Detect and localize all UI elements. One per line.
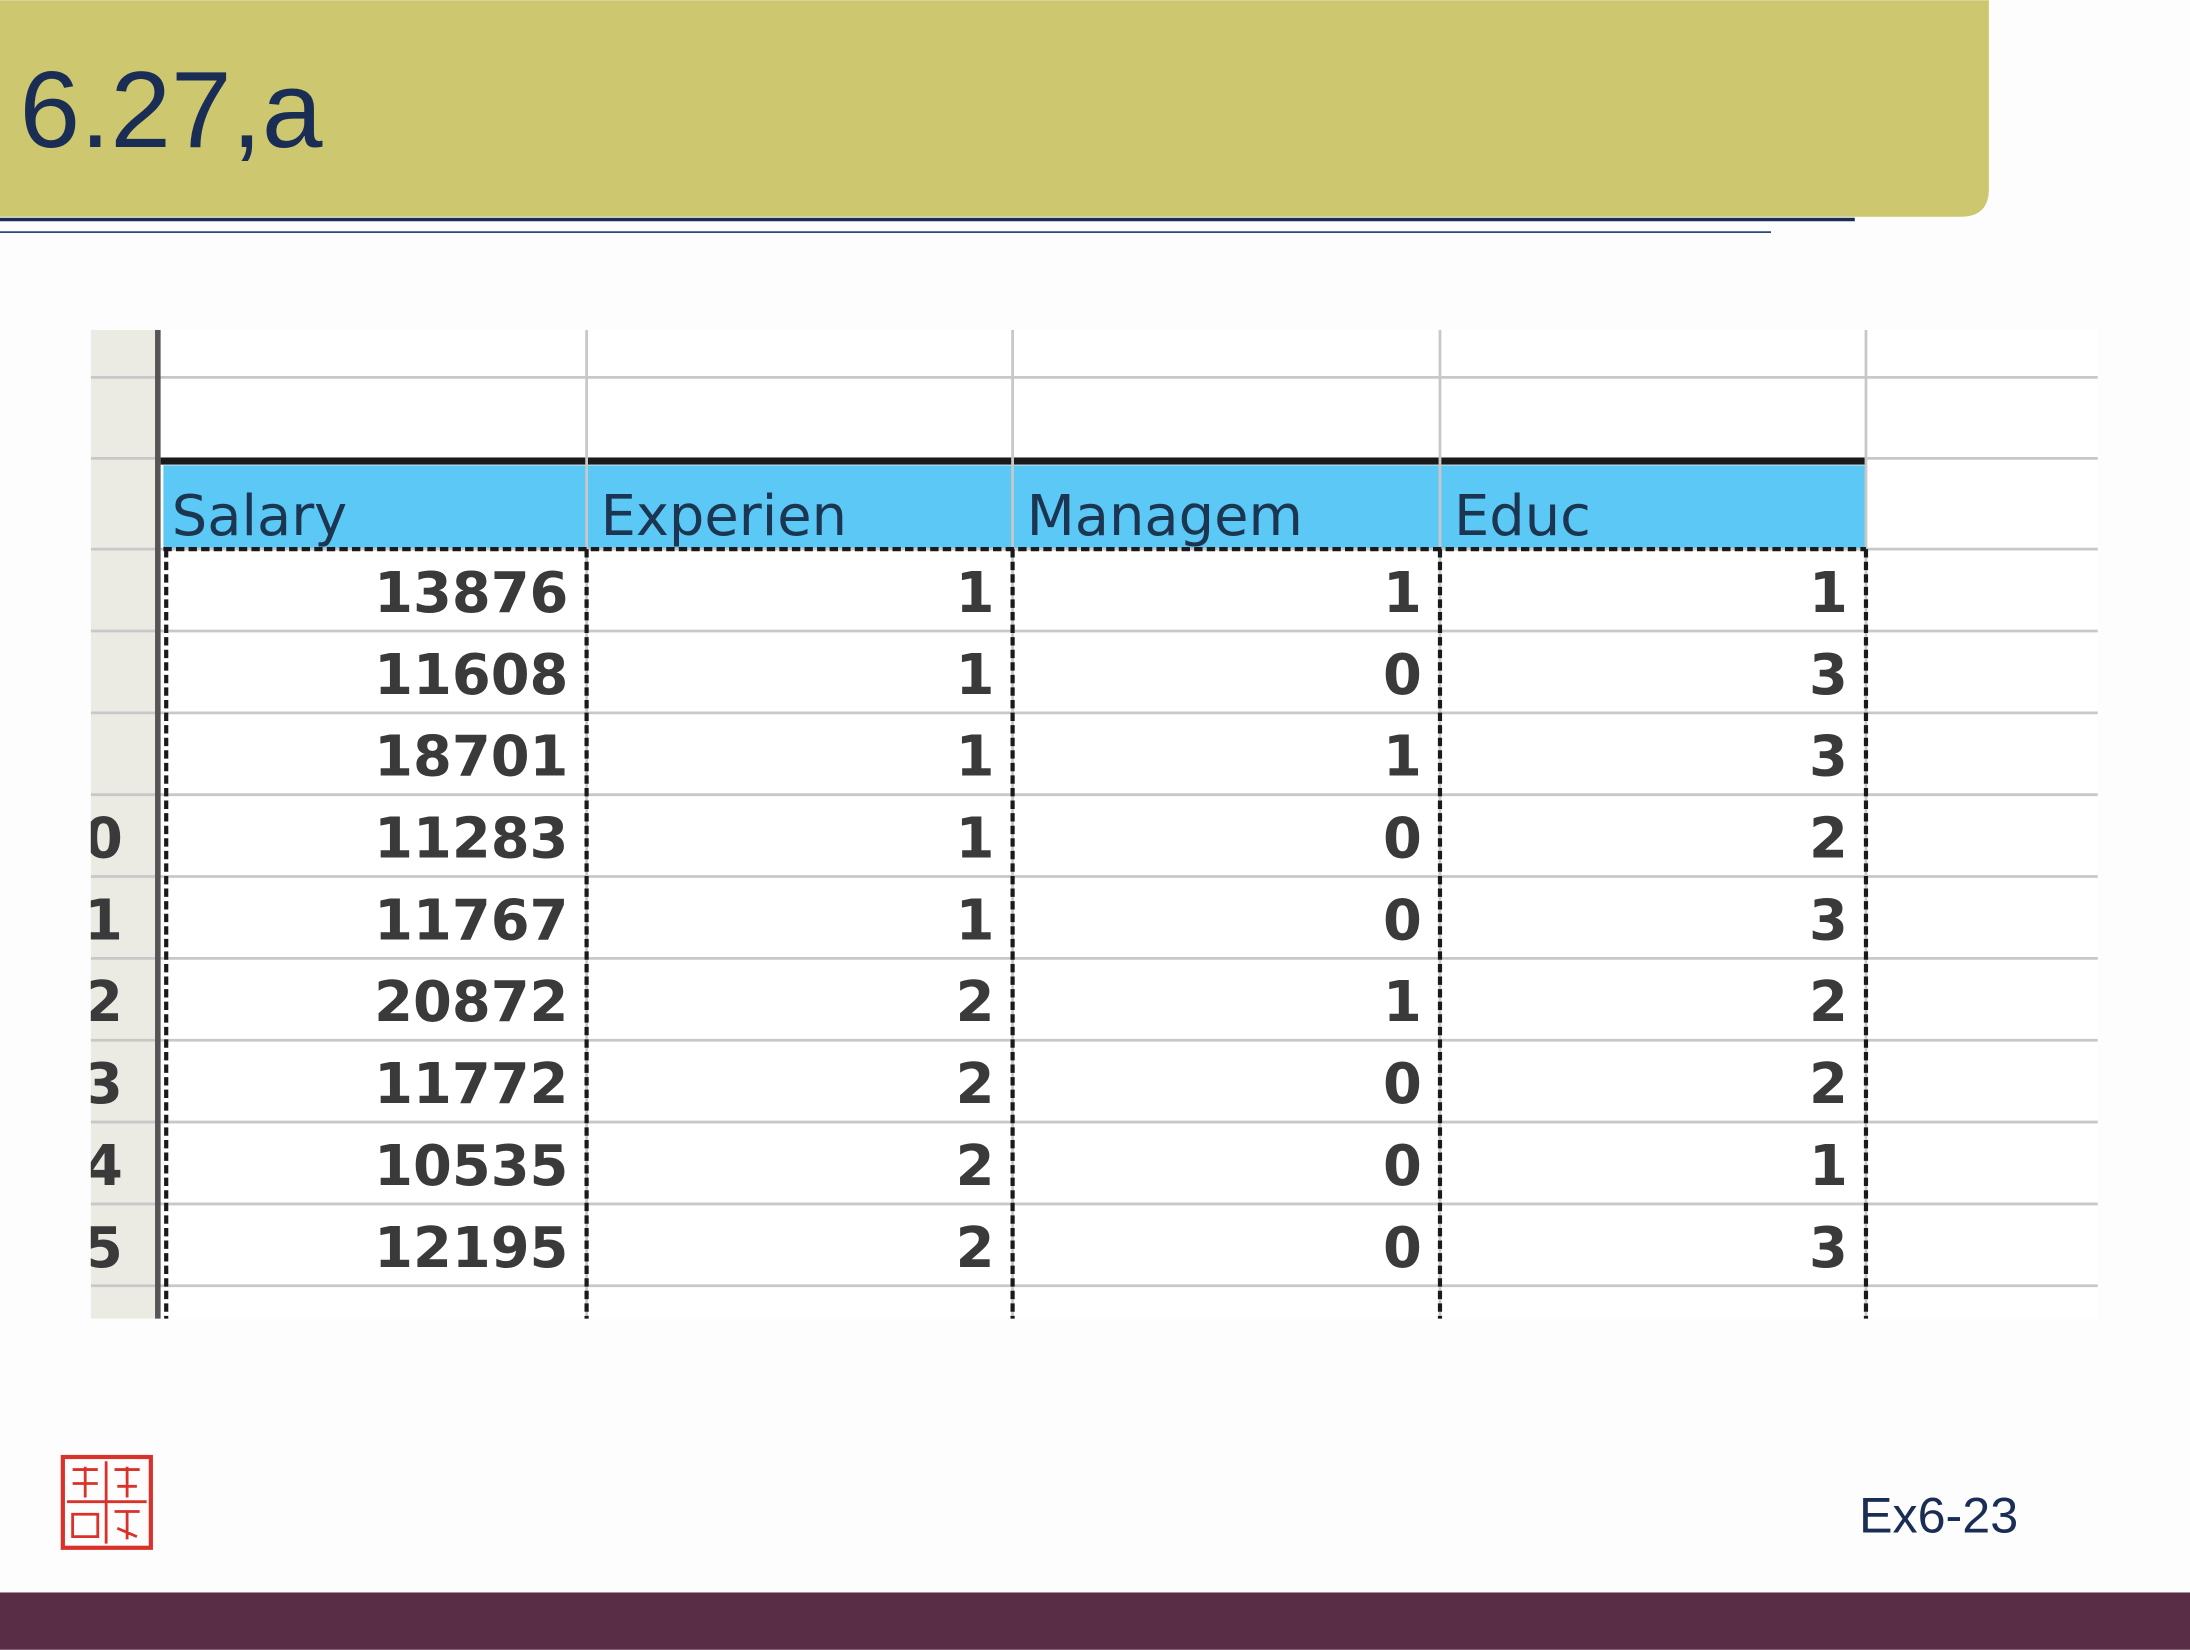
page-number: Ex6-23 (1859, 1486, 2018, 1543)
cell: 10535 (374, 1134, 568, 1199)
cell: 2 (956, 970, 995, 1035)
cell: 0 (1383, 1134, 1422, 1199)
cell: 0 (1383, 1216, 1422, 1281)
column-header: Experien (601, 484, 847, 549)
cell: 18701 (374, 725, 568, 790)
cell: 13876 (374, 561, 568, 626)
row-label: 0 (84, 807, 123, 872)
title-band (0, 0, 1989, 217)
cell: 2 (1809, 970, 1848, 1035)
title: 6.27,a (20, 49, 323, 171)
column-header: Educ (1454, 484, 1591, 549)
row-label: 5 (84, 1216, 123, 1281)
cell: 1 (1809, 1134, 1848, 1199)
cell: 2 (1809, 1052, 1848, 1117)
cell: 1 (1809, 561, 1848, 626)
header-row (163, 465, 1866, 550)
cell: 11772 (374, 1052, 568, 1117)
cell: 3 (1809, 725, 1848, 790)
cell: 1 (956, 643, 995, 708)
cell: 1 (1383, 970, 1422, 1035)
cell: 2 (1809, 807, 1848, 872)
cell: 3 (1809, 643, 1848, 708)
cell: 11767 (374, 888, 568, 953)
cell: 3 (1809, 888, 1848, 953)
cell: 1 (956, 561, 995, 626)
cell: 0 (1383, 643, 1422, 708)
column-header: Salary (172, 484, 347, 549)
cell: 0 (1383, 1052, 1422, 1117)
row-header (90, 329, 158, 1319)
seal (60, 1454, 153, 1550)
cell: 3 (1809, 1216, 1848, 1281)
cell: 1 (956, 725, 995, 790)
cell: 1 (1383, 561, 1422, 626)
cell: 2 (956, 1216, 995, 1281)
cell: 1 (956, 807, 995, 872)
column-header: Managem (1027, 484, 1303, 549)
cell: 12195 (374, 1216, 568, 1281)
cell: 2 (956, 1134, 995, 1199)
cell: 1 (1383, 725, 1422, 790)
row-label: 2 (84, 970, 123, 1035)
row-label: 4 (84, 1134, 123, 1199)
footer-bar (0, 1592, 2190, 1650)
cell: 20872 (374, 970, 568, 1035)
cell: 0 (1383, 888, 1422, 953)
cell: 11608 (374, 643, 568, 708)
cell: 0 (1383, 807, 1422, 872)
cell: 1 (956, 888, 995, 953)
cell: 2 (956, 1052, 995, 1117)
row-label: 1 (84, 888, 123, 953)
row-label: 3 (84, 1052, 123, 1117)
cell: 11283 (374, 807, 568, 872)
